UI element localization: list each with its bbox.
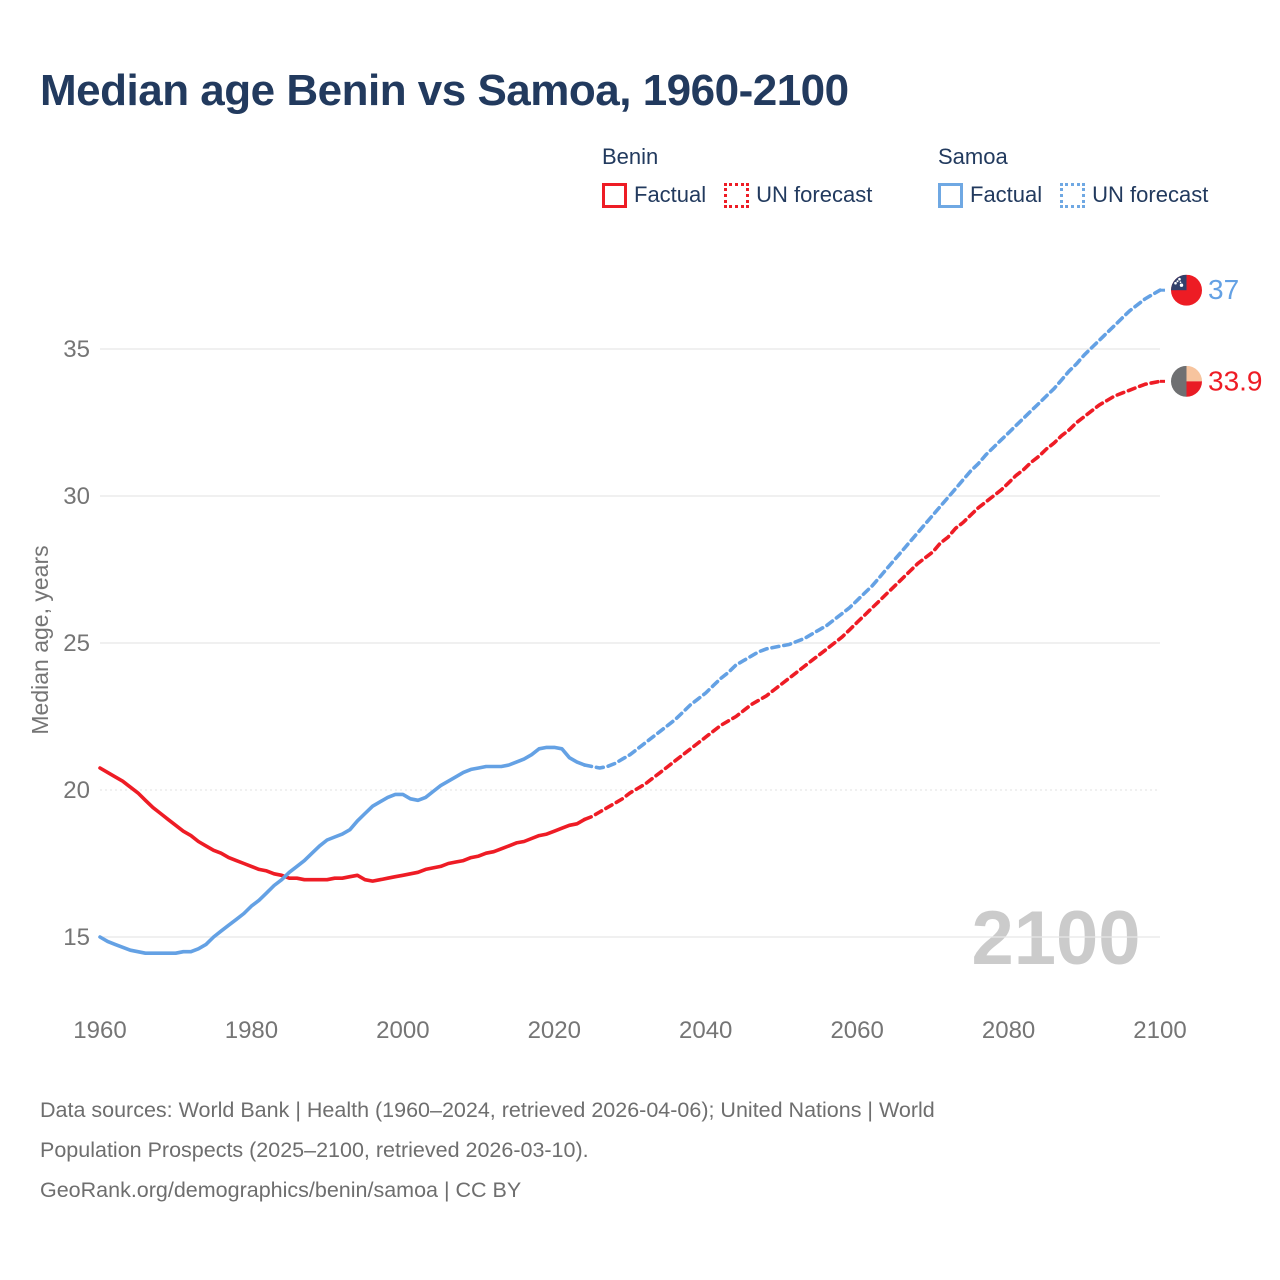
chart-title: Median age Benin vs Samoa, 1960-2100 — [40, 66, 849, 115]
samoa-factual-line[interactable] — [98, 745, 587, 956]
y-tick-label: 25 — [63, 630, 90, 657]
x-tick-label: 2060 — [830, 1017, 883, 1044]
watermark-year: 2100 — [971, 896, 1140, 981]
legend-group-samoa: Samoa Factual UN forecast — [938, 144, 1208, 208]
legend-item-label: UN forecast — [756, 182, 873, 207]
y-tick-label: 15 — [63, 924, 90, 951]
benin-factual-line[interactable] — [98, 766, 587, 883]
benin-flag-icon — [1171, 365, 1202, 397]
footer-line: GeoRank.org/demographics/benin/samoa | C… — [40, 1178, 522, 1202]
x-tick-label: 2020 — [528, 1017, 581, 1044]
y-tick-label: 30 — [63, 483, 90, 510]
dotted-line-swatch-icon — [1060, 182, 1086, 208]
legend-country-label: Benin — [602, 144, 659, 169]
benin-un-forecast-line[interactable] — [582, 379, 1162, 822]
x-tick-label: 2100 — [1133, 1017, 1186, 1044]
endpoint-value-label: 37 — [1208, 274, 1239, 305]
x-tick-label: 2040 — [679, 1017, 732, 1044]
samoa-un-forecast-line[interactable] — [582, 288, 1162, 770]
y-tick-label: 20 — [63, 777, 90, 804]
solid-line-swatch-icon — [938, 182, 963, 208]
legend-group-benin: Benin Factual UN forecast — [602, 144, 872, 208]
y-axis-title: Median age, years — [27, 545, 53, 734]
endpoint-value-label: 33.9 — [1208, 365, 1263, 396]
legend-item-samoa-forecast[interactable]: UN forecast — [1060, 182, 1208, 208]
y-tick-label: 35 — [63, 336, 90, 363]
legend-item-benin-factual[interactable]: Factual — [602, 182, 706, 208]
footer-line: Population Prospects (2025–2100, retriev… — [40, 1138, 589, 1162]
legend-item-label: UN forecast — [1092, 182, 1209, 207]
legend-item-label: Factual — [970, 182, 1043, 207]
legend-country-label: Samoa — [938, 144, 1008, 169]
solid-line-swatch-icon — [602, 182, 627, 208]
x-tick-label: 2080 — [982, 1017, 1035, 1044]
legend-item-benin-forecast[interactable]: UN forecast — [724, 182, 872, 208]
x-tick-label: 2000 — [376, 1017, 429, 1044]
dotted-line-swatch-icon — [724, 182, 750, 208]
x-tick-label: 1960 — [73, 1017, 126, 1044]
data-sources-footer: Data sources: World Bank | Health (1960–… — [40, 1090, 935, 1210]
legend-item-label: Factual — [634, 182, 707, 207]
samoa-flag-icon — [1171, 274, 1202, 306]
footer-line: Data sources: World Bank | Health (1960–… — [40, 1098, 935, 1122]
x-tick-label: 1980 — [225, 1017, 278, 1044]
legend-item-samoa-factual[interactable]: Factual — [938, 182, 1042, 208]
